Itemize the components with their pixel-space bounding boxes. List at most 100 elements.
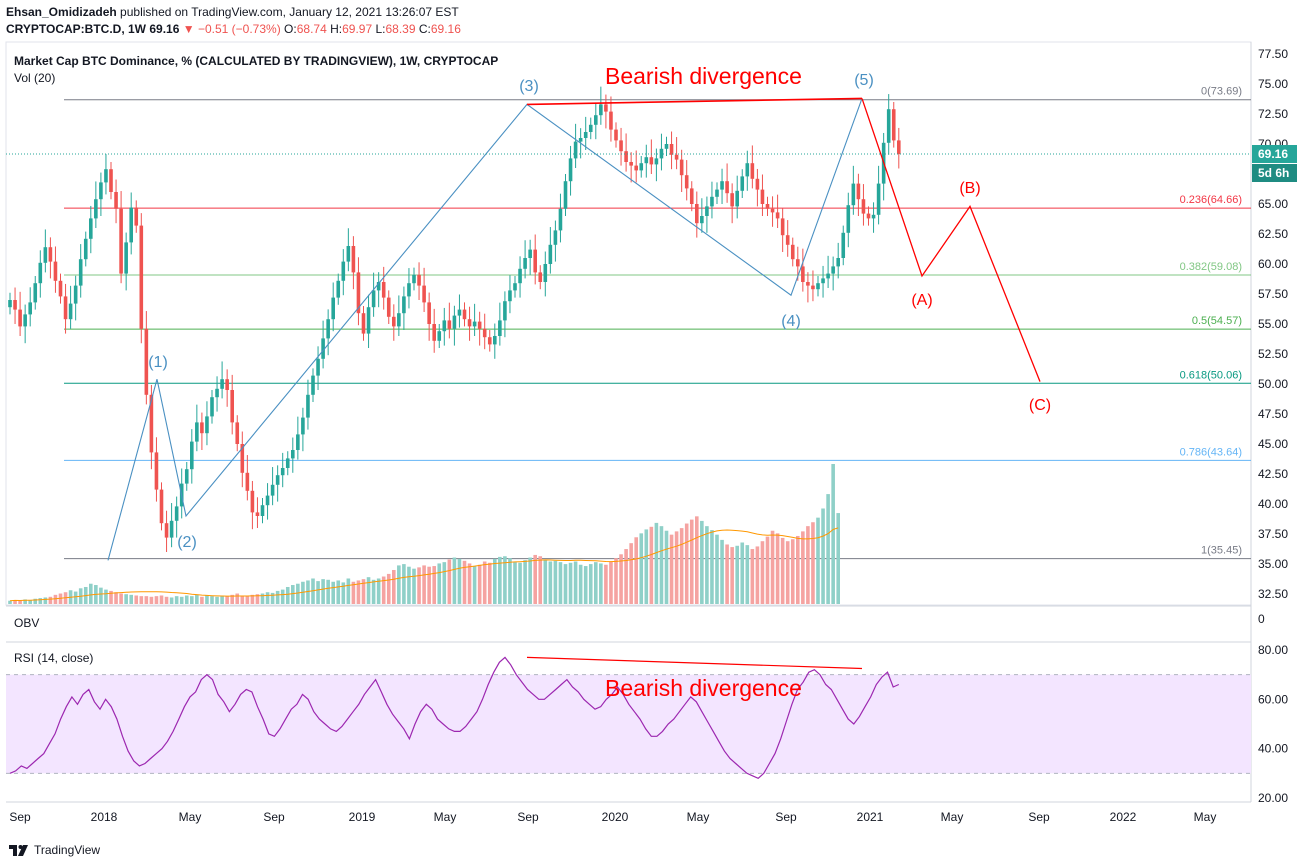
fib-level-label: 0.786(43.64) xyxy=(1180,446,1242,458)
candle-body xyxy=(775,212,780,219)
candle-body xyxy=(594,115,598,125)
candle-body xyxy=(861,199,866,214)
main-pane-frame xyxy=(5,41,1252,606)
volume-bar xyxy=(775,533,780,604)
price-tick-label: 55.00 xyxy=(1258,317,1288,331)
volume-bar xyxy=(43,597,48,604)
candle-body xyxy=(68,303,73,320)
price-tick-label: 65.00 xyxy=(1258,197,1288,211)
time-tick-label: Sep xyxy=(1028,810,1050,824)
volume-bar xyxy=(821,508,825,604)
volume-bar xyxy=(669,534,674,604)
abc-projection-path xyxy=(861,98,1041,382)
volume-bar xyxy=(412,568,416,604)
candle-body xyxy=(533,249,537,273)
time-tick-label: 2022 xyxy=(1110,810,1137,824)
volume-bar xyxy=(588,564,593,604)
candle-body xyxy=(543,264,548,282)
price-divergence-line xyxy=(526,97,863,106)
volume-bar xyxy=(594,562,598,604)
volume-bar xyxy=(134,595,139,604)
chart-canvas[interactable]: 0(73.69) 0.236(64.66) 0.382(59.08) 0.5(54.5… xyxy=(0,0,1311,840)
time-tick-label: May xyxy=(434,810,457,824)
candle-body xyxy=(149,394,154,453)
candle-body xyxy=(452,315,457,329)
candle-body xyxy=(321,338,325,359)
candles xyxy=(8,86,901,552)
candle-body xyxy=(735,190,739,207)
candle-body xyxy=(361,313,366,334)
time-axis[interactable]: Sep 2018 May Sep 2019 May Sep 2020 May Sep 2021 May… xyxy=(9,810,1216,824)
pane-title: Market Cap BTC Dominance, % (CALCULATED … xyxy=(14,54,498,68)
candle-body xyxy=(801,266,805,282)
candle-body xyxy=(58,280,63,297)
volume-bar xyxy=(659,526,664,604)
price-axis[interactable]: 77.5075.0072.5070.0067.5065.0062.5060.00… xyxy=(1258,47,1288,601)
candle-body xyxy=(376,282,381,291)
fib-retracement[interactable]: 0(73.69) 0.236(64.66) 0.382(59.08) 0.5(54.5… xyxy=(64,86,1251,560)
time-tick-label: 2019 xyxy=(349,810,376,824)
candle-body xyxy=(467,319,472,327)
low-label: L: xyxy=(375,22,386,36)
candle-body xyxy=(270,484,275,496)
rsi-divergence-line[interactable] xyxy=(526,656,863,670)
volume-bar xyxy=(280,589,285,604)
elliott-waves[interactable]: (1) (2) (3) (4) (5) (A) (B) (C) xyxy=(107,72,1051,561)
volume-bar xyxy=(457,558,462,604)
candle-body xyxy=(200,422,204,434)
candle-body xyxy=(255,512,260,516)
candle-body xyxy=(43,247,48,263)
volume-bar xyxy=(482,561,487,604)
rsi-band xyxy=(6,674,1251,774)
obv-zero-tick: 0 xyxy=(1258,612,1265,626)
volume-bar xyxy=(422,565,426,604)
author-name[interactable]: Ehsan_Omidizadeh xyxy=(6,5,117,19)
footer-brand[interactable]: TradingView xyxy=(34,843,101,857)
candle-body xyxy=(674,154,679,160)
candle-body xyxy=(89,218,93,239)
time-tick-label: May xyxy=(179,810,202,824)
candle-body xyxy=(230,390,234,423)
candle-body xyxy=(210,397,214,417)
volume-bar xyxy=(311,578,315,604)
candle-body xyxy=(33,283,38,303)
candle-body xyxy=(164,523,169,538)
volume-bar xyxy=(28,600,32,604)
candle-body xyxy=(588,124,593,132)
wave-label: (2) xyxy=(177,534,197,551)
volume-label: Vol (20) xyxy=(14,71,55,85)
close-value: 69.16 xyxy=(430,22,461,36)
candle-body xyxy=(599,104,603,116)
volume-bar xyxy=(386,573,391,604)
candle-body xyxy=(104,169,108,183)
candle-body xyxy=(316,358,320,376)
volume-bar xyxy=(447,559,452,604)
candle-body xyxy=(386,297,391,317)
top-bearish-divergence-text: Bearish divergence xyxy=(605,63,802,89)
tradingview-logo-icon xyxy=(9,845,28,856)
candle-body xyxy=(139,225,144,329)
candle-body xyxy=(78,259,83,286)
volume-bar xyxy=(89,583,93,604)
abc-label: (B) xyxy=(959,180,980,197)
candle-body xyxy=(649,157,654,165)
rsi-line xyxy=(9,656,900,780)
candle-body xyxy=(664,144,669,149)
volume-bar xyxy=(649,526,654,604)
candle-body xyxy=(679,159,684,176)
candle-body xyxy=(846,205,851,233)
candle-body xyxy=(53,261,58,281)
candle-body xyxy=(573,141,578,159)
candle-body xyxy=(190,441,194,470)
candle-body xyxy=(129,207,133,243)
candle-body xyxy=(311,375,315,395)
candle-body xyxy=(624,151,628,162)
candle-body xyxy=(220,379,224,389)
open-label: O: xyxy=(284,22,297,36)
symbol-name[interactable]: CRYPTOCAP:BTC.D, 1W xyxy=(6,22,147,36)
volume-bar xyxy=(770,530,775,604)
volume-bar xyxy=(109,590,113,604)
volume-bar xyxy=(472,566,477,604)
volume-bar xyxy=(674,531,679,604)
volume-bar xyxy=(159,595,164,604)
